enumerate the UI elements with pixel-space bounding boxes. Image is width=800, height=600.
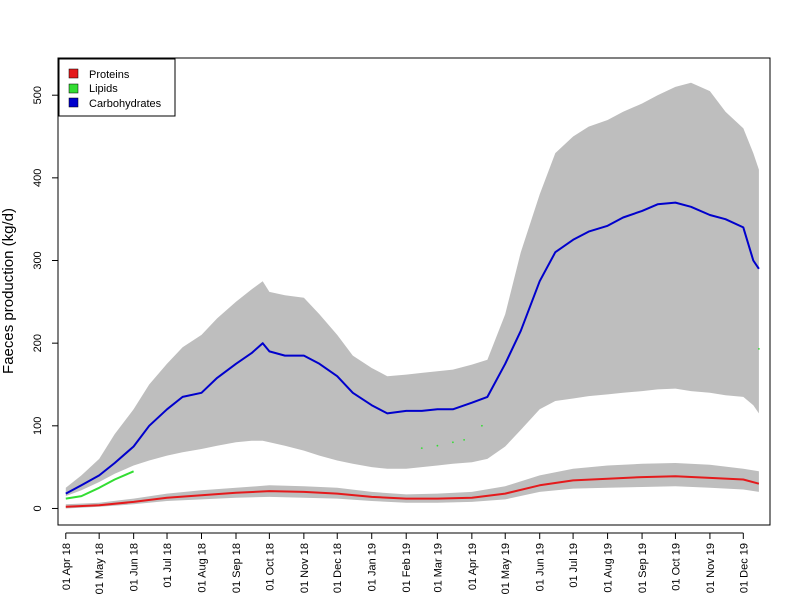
x-tick-label: 01 Jul 18 <box>162 543 174 588</box>
x-tick-label: 01 Oct 19 <box>670 543 682 591</box>
y-tick-label: 0 <box>32 505 44 511</box>
x-tick-label: 01 Jun 19 <box>535 543 547 591</box>
plot-frame <box>57 57 771 526</box>
legend-label-carbohydrates: Carbohydrates <box>89 98 162 110</box>
x-axis: 01 Apr 18 01 May 18 01 Jun 18 01 Jul 18 01 A… <box>61 532 750 594</box>
x-tick-label: 01 Feb 19 <box>401 543 413 593</box>
series-point-lipids <box>463 439 465 441</box>
x-tick-label: 01 May 18 <box>94 543 106 594</box>
y-tick-label: 500 <box>32 86 44 104</box>
x-tick-label: 01 Jan 19 <box>367 543 379 591</box>
series-point-lipids <box>758 348 760 350</box>
x-tick-label: 01 Jul 19 <box>568 543 580 588</box>
y-tick-label: 100 <box>32 417 44 435</box>
series-line-lipids <box>65 470 134 500</box>
series-point-lipids <box>452 441 454 444</box>
legend-label-lipids: Lipids <box>89 83 118 95</box>
legend-swatch-proteins <box>68 68 79 79</box>
x-tick-label: 01 Sep 18 <box>231 543 243 593</box>
confidence-band-carbohydrates <box>65 82 759 497</box>
y-tick-label: 300 <box>32 251 44 269</box>
legend: Proteins Lipids Carbohydrates <box>58 58 176 117</box>
y-tick-label: 400 <box>32 169 44 187</box>
legend-box <box>58 58 176 117</box>
y-tick-label: 200 <box>32 334 44 352</box>
x-tick-label: 01 Apr 18 <box>61 543 73 590</box>
legend-label-proteins: Proteins <box>89 69 130 81</box>
y-axis-title: Faeces production (kg/d) <box>0 208 17 374</box>
x-tick-label: 01 Aug 18 <box>197 543 209 593</box>
x-tick-label: 01 Jun 18 <box>129 543 141 591</box>
x-tick-label: 01 Dec 18 <box>332 543 344 593</box>
y-axis: 0 100 200 300 400 500 <box>32 86 58 512</box>
x-tick-label: 01 Nov 19 <box>705 543 717 593</box>
x-tick-label: 01 Nov 18 <box>299 543 311 593</box>
x-tick-label: 01 Sep 19 <box>637 543 649 593</box>
series-line-carbohydrates <box>65 201 760 495</box>
x-tick-label: 01 Oct 18 <box>264 543 276 591</box>
x-tick-label: 01 Dec 19 <box>738 543 750 593</box>
x-tick-label: 01 Aug 19 <box>603 543 615 593</box>
confidence-band-proteins <box>65 463 759 509</box>
series-point-lipids <box>436 444 439 447</box>
legend-swatch-lipids <box>68 83 79 94</box>
series-line-proteins <box>65 475 760 508</box>
series-lines <box>65 201 760 508</box>
confidence-bands <box>65 82 759 509</box>
series-points <box>420 348 760 449</box>
x-tick-label: 01 Apr 19 <box>467 543 479 590</box>
series-point-lipids <box>481 424 483 427</box>
x-tick-label: 01 May 19 <box>500 543 512 594</box>
x-tick-label: 01 Mar 19 <box>432 543 444 593</box>
legend-swatch-carbohydrates <box>68 97 79 108</box>
series-point-lipids <box>420 447 423 449</box>
